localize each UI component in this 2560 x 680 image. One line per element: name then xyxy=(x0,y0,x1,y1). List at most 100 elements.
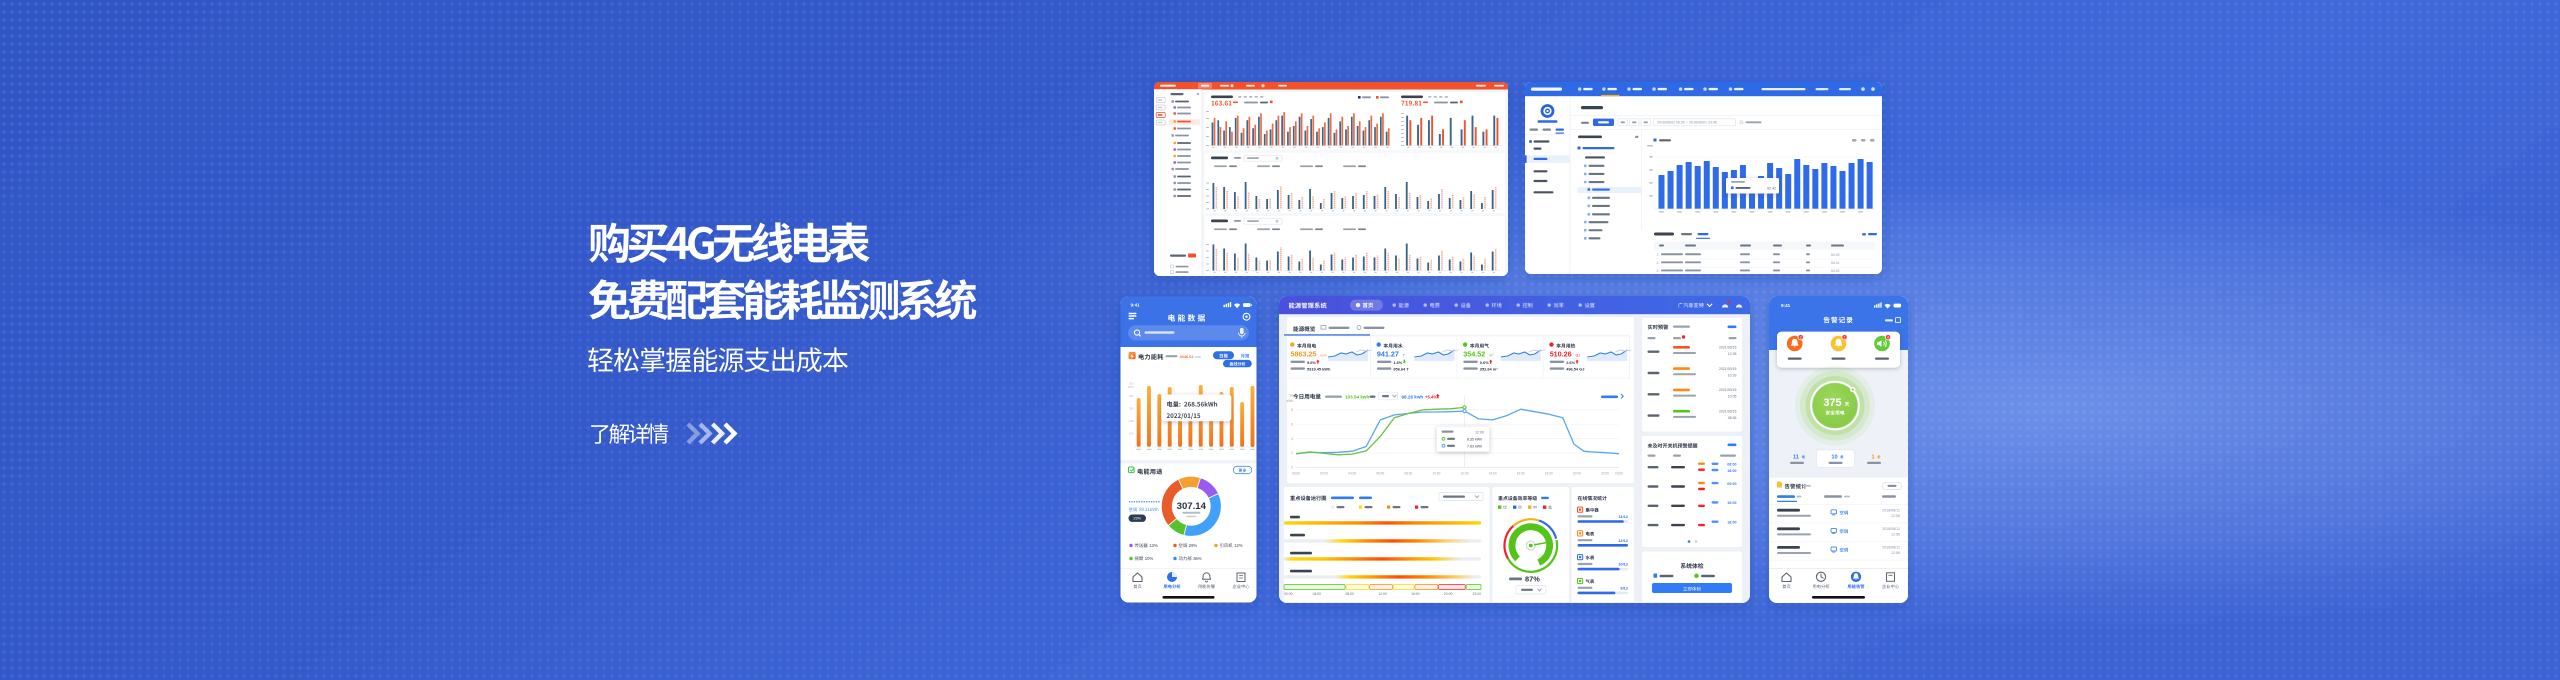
svg-text:10: 10 xyxy=(1831,455,1837,461)
svg-text:23:00: 23:00 xyxy=(1615,472,1623,476)
svg-text:0: 0 xyxy=(1291,466,1293,470)
svg-text:3: 3 xyxy=(1657,269,1659,273)
svg-text:10: 10 xyxy=(1289,394,1293,398)
svg-text:29%: 29% xyxy=(1189,543,1198,548)
svg-text:2021/03/15: 2021/03/15 xyxy=(1719,388,1737,392)
svg-text:307.14: 307.14 xyxy=(1177,501,1207,512)
svg-text:3046.62: 3046.62 xyxy=(1180,354,1195,359)
svg-text:11/12: 11/12 xyxy=(1618,514,1628,519)
svg-text:103.54 kwh: 103.54 kwh xyxy=(1345,395,1369,400)
svg-text:T: T xyxy=(1403,354,1406,358)
svg-text:10%: 10% xyxy=(1145,556,1154,561)
svg-text:08:00: 08:00 xyxy=(1345,592,1354,596)
svg-text:3: 3 xyxy=(1800,336,1802,340)
svg-text:kWh: kWh xyxy=(1195,355,1201,359)
svg-text:9/12: 9/12 xyxy=(1620,585,1628,590)
svg-text:2018/08/11: 2018/08/11 xyxy=(1882,508,1900,512)
svg-text:2021/03/15: 2021/03/15 xyxy=(1719,346,1737,350)
svg-text:12%: 12% xyxy=(1234,543,1243,548)
svg-text:12:35: 12:35 xyxy=(1728,352,1737,356)
svg-text:kWh: kWh xyxy=(1287,399,1294,403)
svg-text:10:00: 10:00 xyxy=(1432,472,1440,476)
svg-text:+5.4%: +5.4% xyxy=(1425,395,1437,400)
svg-text:1: 1 xyxy=(1657,253,1659,257)
svg-text:16:00: 16:00 xyxy=(1411,592,1420,596)
svg-text:12:56: 12:56 xyxy=(1891,532,1900,536)
svg-text:04:00: 04:00 xyxy=(1348,472,1356,476)
svg-text:9:41: 9:41 xyxy=(1781,303,1791,308)
svg-text:300: 300 xyxy=(1129,407,1134,411)
svg-text:2.6%: 2.6% xyxy=(1566,360,1575,365)
svg-text:2021/03/15: 2021/03/15 xyxy=(1719,409,1737,413)
svg-text:22:00: 22:00 xyxy=(1601,472,1609,476)
svg-text:2016/06/01 00:00 ~ 2016/06/0: 2016/06/01 00:00 ~ 2016/06/01 23:45 xyxy=(1657,121,1717,125)
svg-text:941.27: 941.27 xyxy=(1377,350,1399,359)
svg-text:12:00: 12:00 xyxy=(1475,431,1484,435)
svg-text:2: 2 xyxy=(1291,451,1293,455)
svg-text:20:00: 20:00 xyxy=(1444,592,1453,596)
svg-text:7.83 kWh: 7.83 kWh xyxy=(1467,445,1482,449)
svg-text:kwh: kwh xyxy=(1320,354,1326,358)
svg-text:956.64 T: 956.64 T xyxy=(1393,367,1409,372)
svg-text:09:00: 09:00 xyxy=(1727,482,1736,486)
svg-text:2: 2 xyxy=(1657,261,1659,265)
svg-text:54.00: 54.00 xyxy=(1831,253,1840,257)
svg-text:2018/08/11: 2018/08/11 xyxy=(1882,527,1900,531)
svg-text:11: 11 xyxy=(1793,455,1799,461)
svg-text:5319.45 kWh: 5319.45 kWh xyxy=(1307,367,1331,372)
svg-text:400: 400 xyxy=(1129,394,1134,398)
svg-text:1.6%: 1.6% xyxy=(1393,360,1402,365)
svg-text:352.64 m³: 352.64 m³ xyxy=(1480,367,1498,372)
svg-text:06:00: 06:00 xyxy=(1376,472,1384,476)
svg-text:9.6%: 9.6% xyxy=(1307,360,1316,365)
svg-text:2021/03/15: 2021/03/15 xyxy=(1719,367,1737,371)
svg-text:GJ: GJ xyxy=(1576,354,1581,358)
svg-text:2018/08/11: 2018/08/11 xyxy=(1882,546,1900,550)
svg-text:02:00: 02:00 xyxy=(1320,472,1328,476)
svg-text:12:00: 12:00 xyxy=(1378,592,1387,596)
svg-text:10:05: 10:05 xyxy=(1728,395,1737,399)
svg-text:0.6%: 0.6% xyxy=(1480,360,1489,365)
svg-text:20:00: 20:00 xyxy=(1573,472,1581,476)
svg-text:16:00: 16:00 xyxy=(1517,472,1525,476)
svg-text:12:56: 12:56 xyxy=(1891,514,1900,518)
svg-text:375: 375 xyxy=(1823,397,1841,409)
svg-text:8.35 kWh: 8.35 kWh xyxy=(1467,438,1482,442)
svg-text:m³: m³ xyxy=(1489,354,1494,358)
svg-text:9:41: 9:41 xyxy=(1131,303,1141,308)
svg-text:100: 100 xyxy=(1129,432,1134,436)
svg-text:6: 6 xyxy=(1291,422,1293,426)
svg-text:08:00: 08:00 xyxy=(1727,463,1736,467)
svg-text:14:00: 14:00 xyxy=(1489,472,1497,476)
svg-text:92.42: 92.42 xyxy=(1767,187,1776,191)
svg-text:15:00: 15:00 xyxy=(1727,501,1736,505)
svg-text:18:00: 18:00 xyxy=(1545,472,1553,476)
svg-text:04:00: 04:00 xyxy=(1313,592,1322,596)
svg-text:354.52: 354.52 xyxy=(1463,350,1485,359)
svg-text:08:36: 08:36 xyxy=(1728,416,1737,420)
svg-text:54.02: 54.02 xyxy=(1831,269,1840,273)
svg-text:510.26: 510.26 xyxy=(1550,350,1572,359)
svg-text:87%: 87% xyxy=(1525,575,1540,584)
svg-text:18:00: 18:00 xyxy=(1727,521,1736,525)
svg-text:10:39: 10:39 xyxy=(1728,373,1737,377)
svg-text:00:00: 00:00 xyxy=(1284,592,1293,596)
svg-text:12/12: 12/12 xyxy=(1618,538,1629,543)
svg-text:29%: 29% xyxy=(1133,517,1141,521)
svg-text:kWh: kWh xyxy=(1128,385,1134,389)
svg-text:13%: 13% xyxy=(1149,543,1158,548)
svg-text:500: 500 xyxy=(1129,382,1134,386)
svg-text:54.01: 54.01 xyxy=(1831,261,1840,265)
svg-text:200: 200 xyxy=(1129,419,1134,423)
svg-text:1: 1 xyxy=(1871,455,1874,461)
svg-text:8: 8 xyxy=(1291,408,1293,412)
svg-text:10/12: 10/12 xyxy=(1618,562,1629,567)
svg-text:12:56: 12:56 xyxy=(1891,551,1900,555)
svg-text:12:00: 12:00 xyxy=(1461,472,1469,476)
svg-text:4: 4 xyxy=(1887,336,1889,340)
svg-text:18:00: 18:00 xyxy=(1727,469,1736,473)
svg-text:00:00: 00:00 xyxy=(1292,472,1300,476)
svg-text:496.54 GJ: 496.54 GJ xyxy=(1566,367,1584,372)
svg-text:5863.25: 5863.25 xyxy=(1291,350,1317,359)
svg-text:98.26 kwh: 98.26 kwh xyxy=(1402,395,1424,400)
